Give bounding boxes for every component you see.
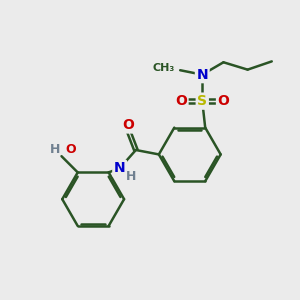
Text: O: O (123, 118, 134, 132)
Text: H: H (126, 170, 136, 183)
Text: N: N (196, 68, 208, 82)
Text: N: N (114, 161, 125, 175)
Text: S: S (197, 94, 207, 108)
Text: O: O (175, 94, 187, 108)
Text: CH₃: CH₃ (153, 63, 175, 73)
Text: O: O (218, 94, 230, 108)
Text: O: O (65, 143, 76, 156)
Text: H: H (50, 143, 60, 156)
